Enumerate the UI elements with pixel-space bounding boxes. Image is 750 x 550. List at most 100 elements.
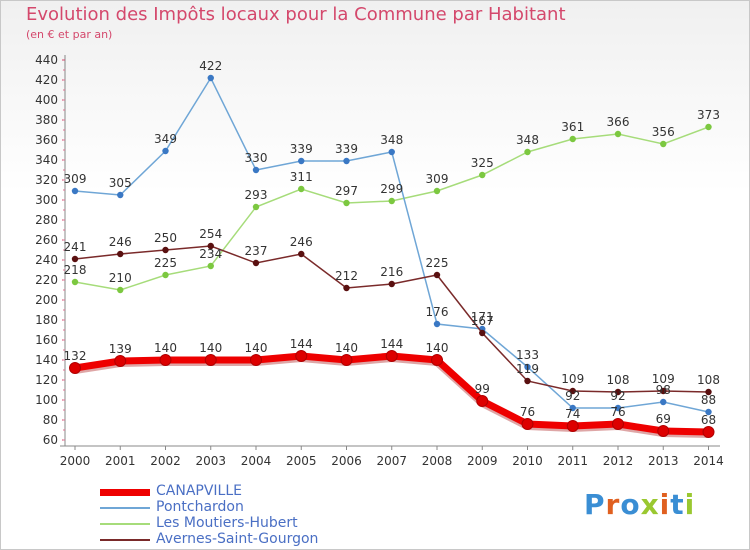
x-tick-label: 2004 xyxy=(241,454,272,468)
y-tick-label: 200 xyxy=(35,293,58,307)
data-point xyxy=(614,130,622,138)
data-point xyxy=(614,388,622,396)
data-label: 119 xyxy=(516,362,539,376)
data-point xyxy=(71,255,79,263)
data-label: 139 xyxy=(109,342,132,356)
data-label: 167 xyxy=(471,314,494,328)
y-tick-label: 220 xyxy=(35,273,58,287)
data-point xyxy=(479,329,486,337)
y-tick-label: 420 xyxy=(35,73,58,87)
data-label: 305 xyxy=(109,176,132,190)
y-tick-label: 440 xyxy=(35,53,58,67)
data-label: 74 xyxy=(565,407,580,421)
y-tick-label: 260 xyxy=(35,233,58,247)
data-point xyxy=(252,166,260,174)
data-point xyxy=(117,191,124,199)
data-point xyxy=(162,246,169,254)
data-label: 348 xyxy=(380,133,403,147)
data-label: 250 xyxy=(154,231,177,245)
y-tick-label: 340 xyxy=(35,153,58,167)
data-point xyxy=(702,426,715,438)
data-label: 144 xyxy=(290,337,313,351)
data-label: 366 xyxy=(607,115,630,129)
data-point xyxy=(479,171,486,179)
data-label: 212 xyxy=(335,269,358,283)
y-tick-label: 160 xyxy=(35,333,58,347)
data-label: 99 xyxy=(475,382,490,396)
data-point xyxy=(298,250,305,258)
data-point xyxy=(204,354,217,366)
data-label: 144 xyxy=(380,337,403,351)
data-label: 218 xyxy=(64,263,87,277)
x-tick-label: 2005 xyxy=(286,454,317,468)
x-tick-label: 2006 xyxy=(331,454,362,468)
data-label: 68 xyxy=(701,413,716,427)
data-label: 140 xyxy=(154,341,177,355)
legend-swatch xyxy=(100,539,150,541)
data-point xyxy=(252,203,260,211)
data-point xyxy=(162,147,169,155)
data-label: 241 xyxy=(64,240,87,254)
data-point xyxy=(207,74,214,82)
data-label: 92 xyxy=(565,389,580,403)
data-point xyxy=(569,404,576,412)
data-point xyxy=(159,354,172,366)
data-point xyxy=(524,148,531,156)
x-tick-label: 2000 xyxy=(60,454,91,468)
y-tick-label: 300 xyxy=(35,193,58,207)
data-label: 76 xyxy=(610,405,625,419)
data-label: 246 xyxy=(109,235,132,249)
data-point xyxy=(117,250,124,258)
y-tick-label: 140 xyxy=(35,353,58,367)
y-tick-label: 60 xyxy=(43,433,58,447)
data-label: 88 xyxy=(701,393,716,407)
data-label: 109 xyxy=(561,372,584,386)
data-label: 311 xyxy=(290,170,313,184)
logo-letter: i xyxy=(659,488,671,521)
y-tick-label: 280 xyxy=(35,213,58,227)
data-label: 254 xyxy=(199,227,222,241)
x-tick-label: 2011 xyxy=(557,454,588,468)
x-tick-label: 2008 xyxy=(422,454,453,468)
data-label: 98 xyxy=(656,383,671,397)
data-point xyxy=(117,286,124,294)
y-tick-label: 80 xyxy=(43,413,58,427)
data-label: 225 xyxy=(426,256,449,270)
data-point xyxy=(295,350,308,362)
x-tick-label: 2010 xyxy=(512,454,543,468)
data-label: 234 xyxy=(199,247,222,261)
y-tick-label: 180 xyxy=(35,313,58,327)
legend-label: Les Moutiers-Hubert xyxy=(156,515,298,531)
logo-letter: r xyxy=(605,488,621,521)
chart-title: Evolution des Impôts locaux pour la Comm… xyxy=(26,4,566,25)
logo-letter: t xyxy=(670,488,685,521)
y-tick-label: 320 xyxy=(35,173,58,187)
data-point xyxy=(162,271,169,279)
data-point xyxy=(298,157,305,165)
legend-swatch xyxy=(100,489,150,496)
data-point xyxy=(612,418,624,430)
data-label: 309 xyxy=(426,172,449,186)
data-point xyxy=(433,271,441,279)
logo-letter: P xyxy=(584,488,606,521)
x-tick-label: 2001 xyxy=(105,454,136,468)
x-tick-label: 2014 xyxy=(693,454,724,468)
data-point xyxy=(250,354,262,366)
data-label: 225 xyxy=(154,256,177,270)
data-label: 109 xyxy=(652,372,675,386)
data-label: 339 xyxy=(335,142,358,156)
data-label: 140 xyxy=(245,341,268,355)
data-label: 373 xyxy=(697,108,720,122)
data-label: 422 xyxy=(199,59,222,73)
data-label: 140 xyxy=(426,341,449,355)
data-label: 176 xyxy=(426,305,449,319)
data-label: 299 xyxy=(380,182,403,196)
data-point xyxy=(343,157,350,165)
data-label: 348 xyxy=(516,133,539,147)
x-tick-label: 2007 xyxy=(376,454,407,468)
data-point xyxy=(657,425,670,437)
data-label: 216 xyxy=(380,265,403,279)
legend-label: Avernes-Saint-Gourgon xyxy=(156,531,319,547)
